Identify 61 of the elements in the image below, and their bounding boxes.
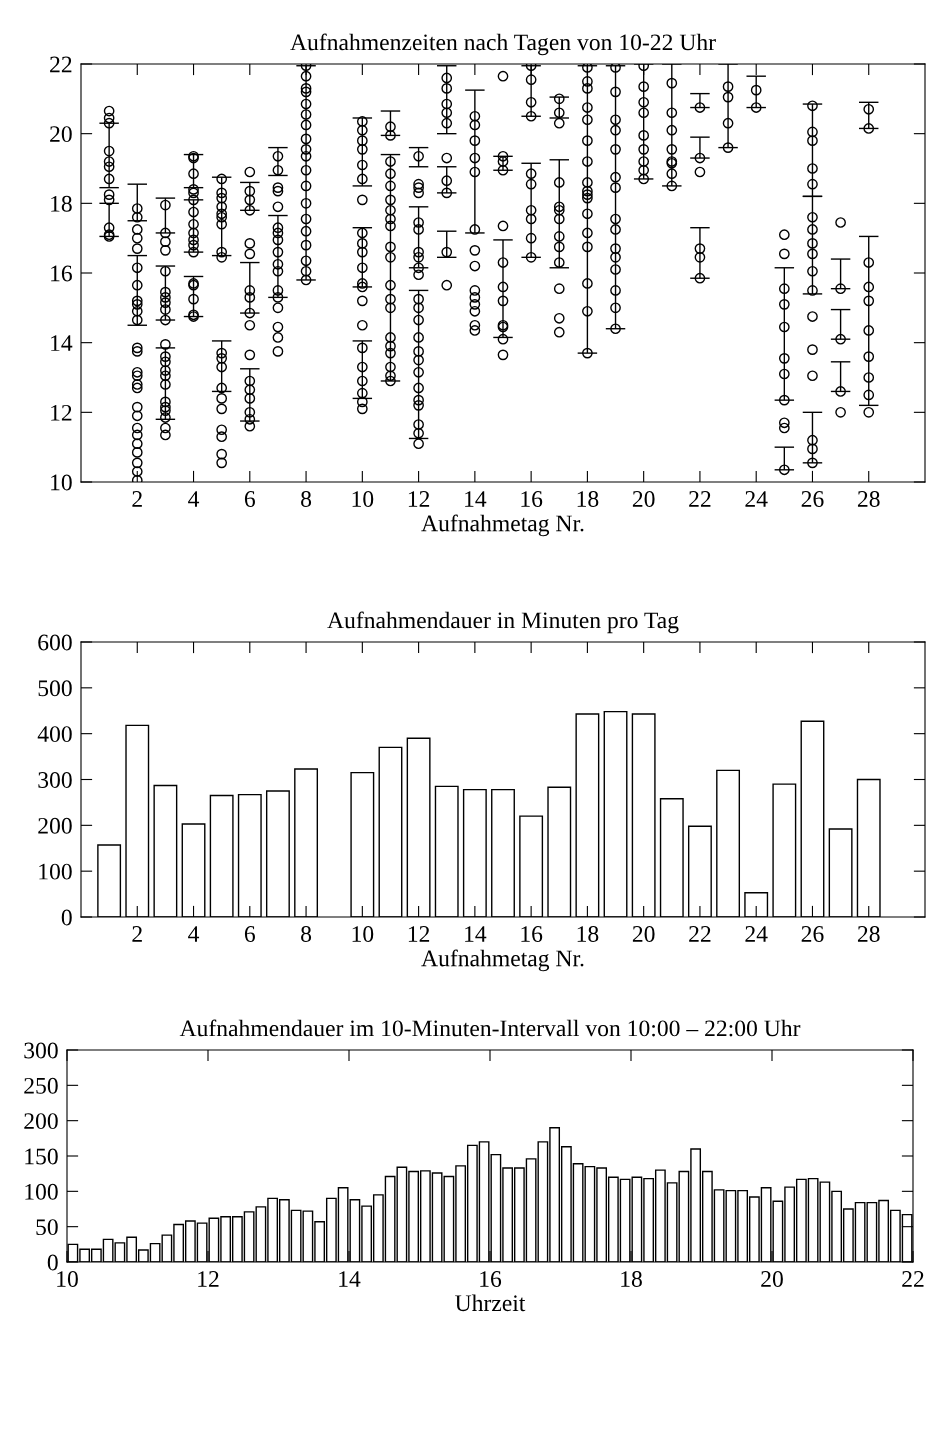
x-tick-label: 2 xyxy=(132,491,142,507)
x-tick-label: 12 xyxy=(408,491,430,507)
y-tick-label: 200 xyxy=(38,817,72,834)
x-tick-label: 6 xyxy=(244,491,255,507)
x-tick-label: 12 xyxy=(408,926,430,942)
x-tick-label: 26 xyxy=(801,926,824,942)
x-tick-label: 12 xyxy=(198,1271,219,1287)
x-tick-label: 26 xyxy=(801,491,824,507)
x-tick-label: 2 xyxy=(132,926,142,942)
y-tick-label: 22 xyxy=(50,56,72,73)
y-tick-label: 600 xyxy=(38,634,72,651)
y-tick-label: 200 xyxy=(24,1113,58,1130)
x-tick-label: 24 xyxy=(745,491,768,507)
x-tick-label: 18 xyxy=(577,926,599,942)
x-tick-label: 24 xyxy=(745,926,768,942)
x-tick-label: 22 xyxy=(902,1271,924,1287)
y-tick-label: 0 xyxy=(61,909,72,926)
x-tick-label: 14 xyxy=(465,926,487,942)
x-tick-label: 22 xyxy=(689,926,711,942)
x-tick-label: 18 xyxy=(577,491,599,507)
y-tick-label: 0 xyxy=(47,1254,58,1271)
x-tick-label: 20 xyxy=(632,926,655,942)
x-tick-label: 10 xyxy=(352,926,374,942)
x-tick-label: 16 xyxy=(521,926,543,942)
y-tick-label: 300 xyxy=(38,771,72,788)
x-axis-title: Aufnahmetag Nr. xyxy=(421,514,584,537)
y-tick-label: 14 xyxy=(51,335,73,351)
x-tick-label: 4 xyxy=(188,491,200,507)
y-tick-label: 10 xyxy=(51,474,72,491)
chart-title: Aufnahmenzeiten nach Tagen von 10-22 Uhr xyxy=(290,33,716,56)
x-tick-label: 22 xyxy=(689,491,711,507)
x-tick-label: 4 xyxy=(188,926,200,942)
x-tick-label: 20 xyxy=(632,491,655,507)
x-tick-label: 18 xyxy=(621,1271,642,1287)
x-axis-title: Uhrzeit xyxy=(455,1294,526,1312)
x-tick-label: 20 xyxy=(761,1271,783,1287)
y-tick-label: 100 xyxy=(39,863,72,880)
x-tick-label: 28 xyxy=(857,491,880,507)
y-tick-label: 150 xyxy=(25,1148,58,1165)
x-tick-label: 10 xyxy=(352,491,374,507)
y-tick-label: 16 xyxy=(51,265,72,282)
x-tick-label: 16 xyxy=(521,491,543,507)
x-tick-label: 8 xyxy=(301,926,312,942)
y-tick-label: 50 xyxy=(36,1219,58,1236)
x-axis-title: Aufnahmetag Nr. xyxy=(421,949,584,972)
x-tick-label: 14 xyxy=(339,1271,361,1287)
y-tick-label: 250 xyxy=(24,1077,58,1094)
y-tick-label: 20 xyxy=(50,126,72,143)
chart-title: Aufnahmendauer in Minuten pro Tag xyxy=(327,611,679,634)
y-tick-label: 400 xyxy=(37,726,72,743)
x-tick-label: 14 xyxy=(465,491,487,507)
x-tick-label: 8 xyxy=(301,491,312,507)
y-tick-label: 300 xyxy=(24,1042,58,1059)
y-tick-label: 500 xyxy=(38,680,72,697)
x-tick-label: 16 xyxy=(480,1271,502,1287)
y-tick-label: 100 xyxy=(25,1183,58,1200)
y-tick-label: 18 xyxy=(51,195,72,212)
x-tick-label: 6 xyxy=(244,926,255,942)
y-tick-label: 12 xyxy=(51,404,72,421)
chart-title: Aufnahmendauer im 10-Minuten-Intervall von 10:00 – 22:00 Uhr xyxy=(179,1019,801,1037)
x-tick-label: 28 xyxy=(857,926,880,942)
